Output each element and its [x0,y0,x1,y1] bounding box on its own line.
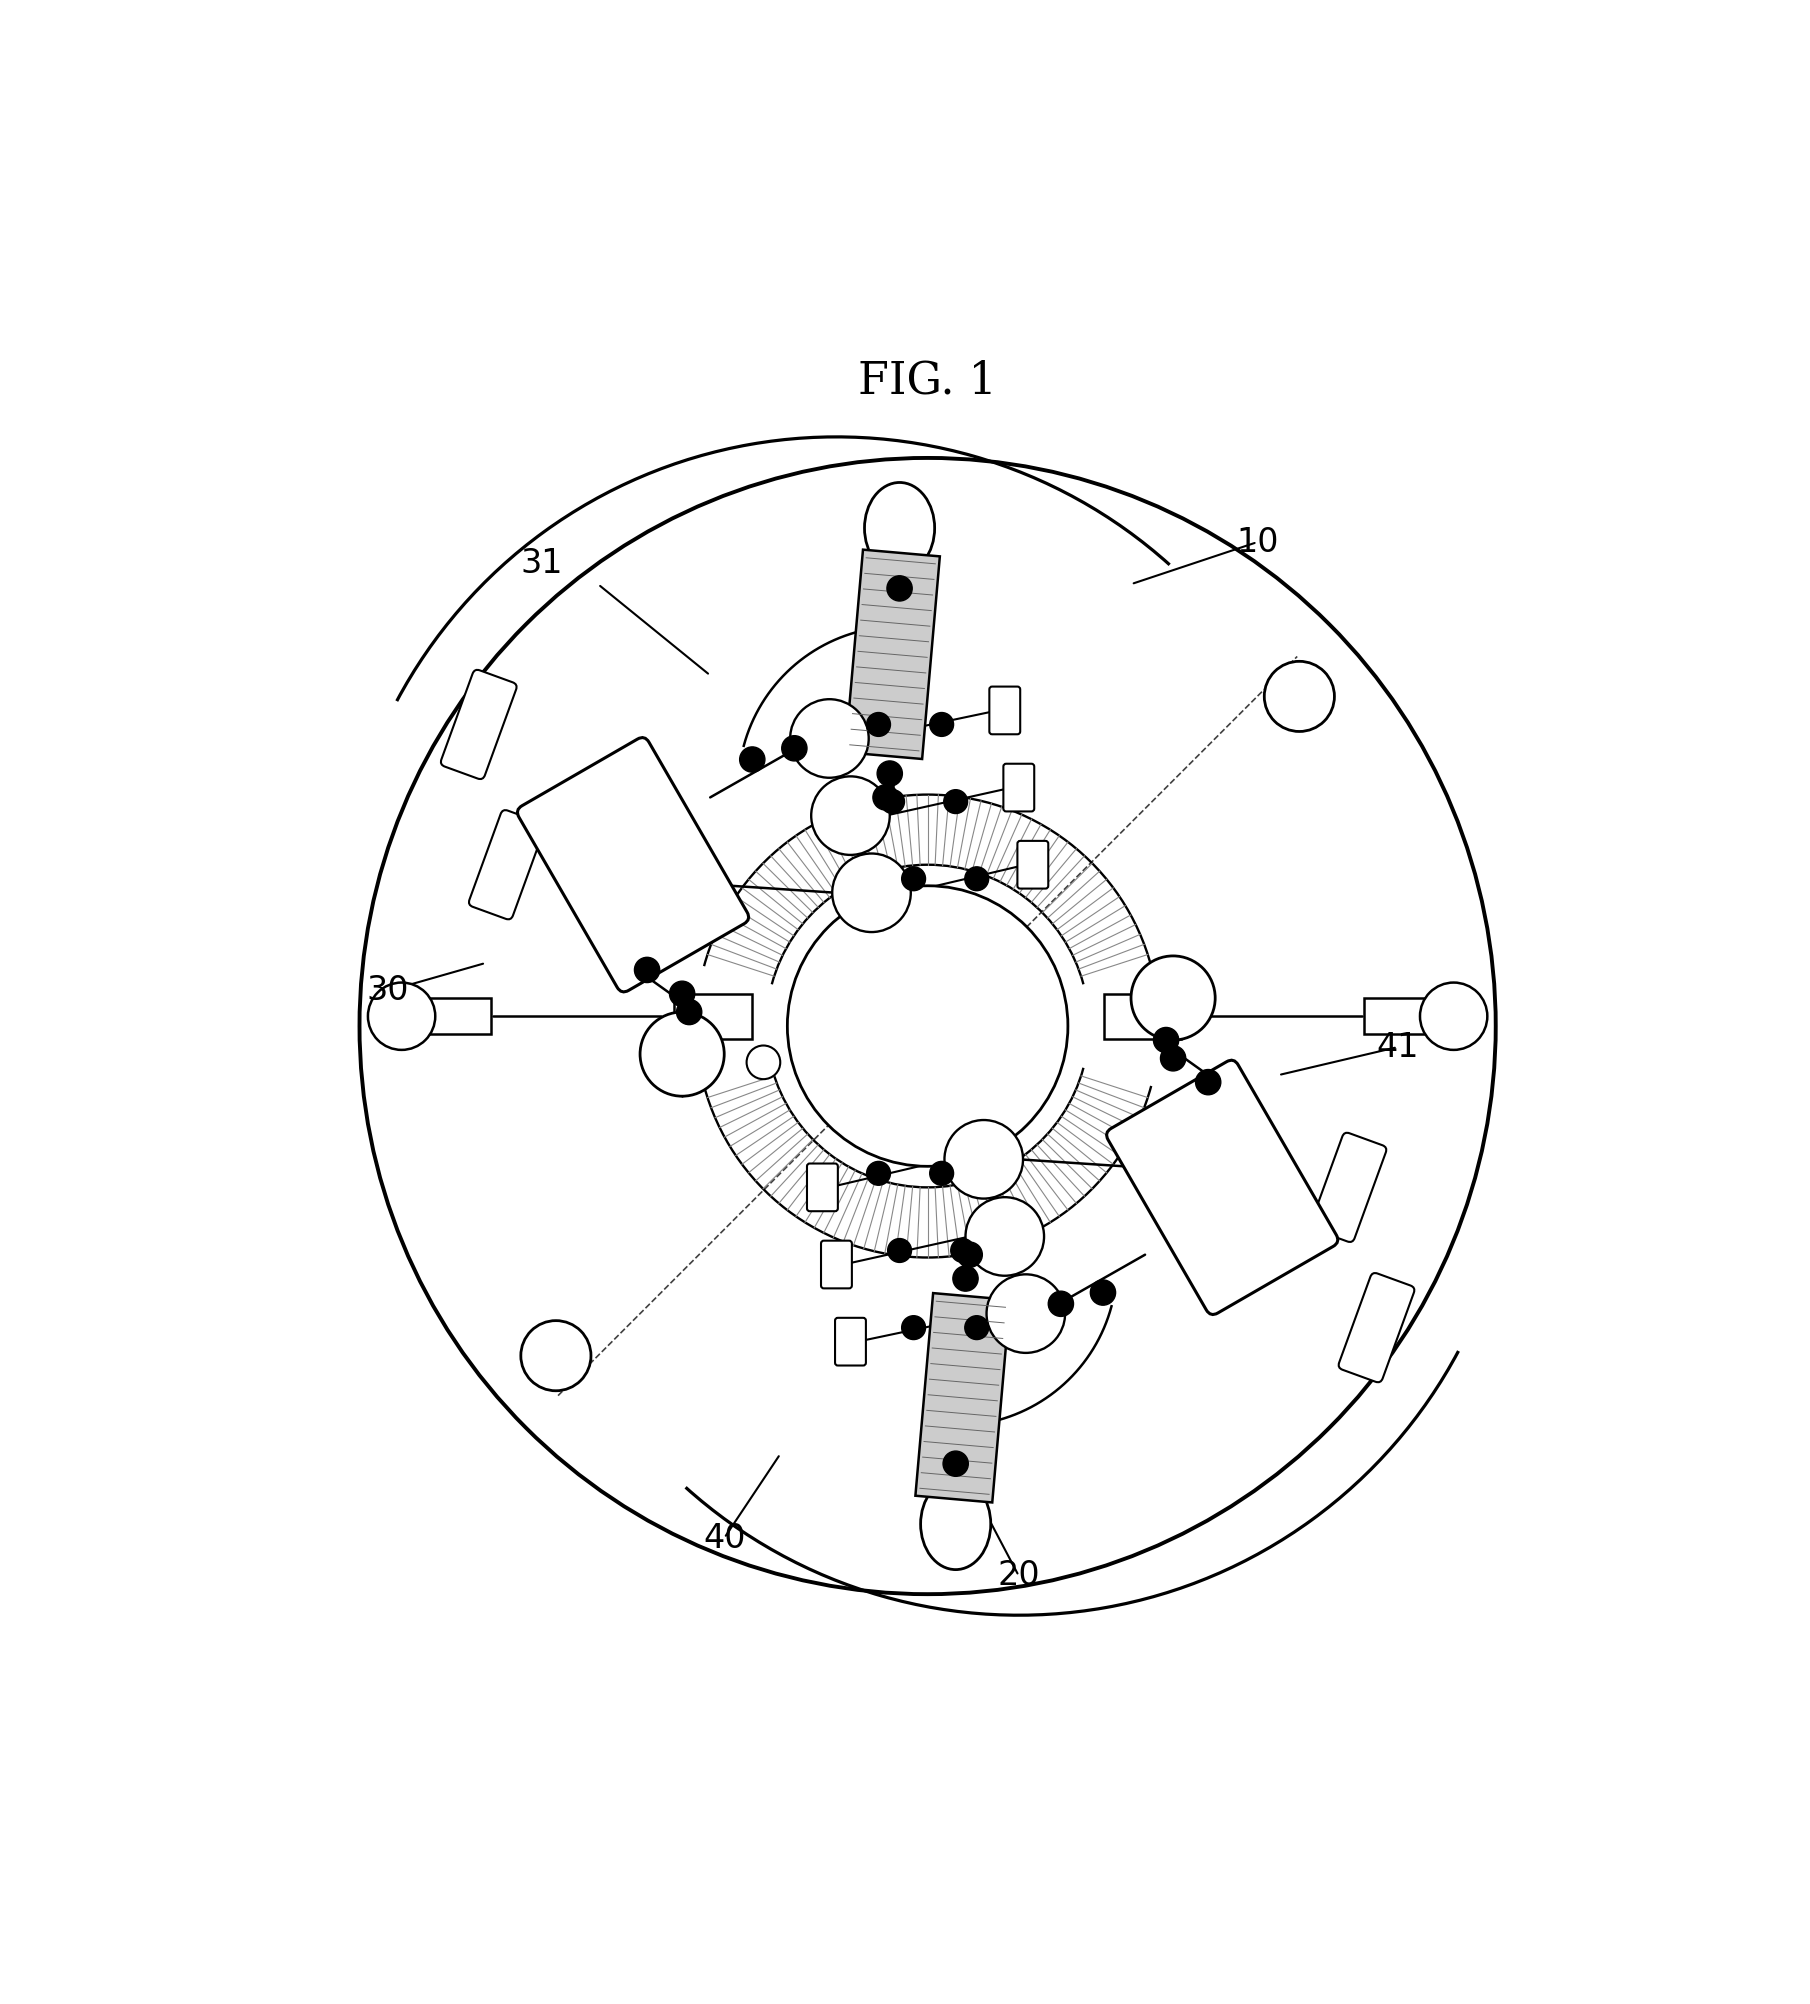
Circle shape [746,1046,780,1080]
Circle shape [986,1275,1064,1353]
FancyBboxPatch shape [1310,1132,1386,1242]
Circle shape [881,790,905,814]
Circle shape [930,713,954,735]
Circle shape [943,790,968,814]
Circle shape [965,868,988,890]
Circle shape [878,762,903,786]
Circle shape [367,982,434,1050]
FancyBboxPatch shape [1339,1273,1414,1383]
FancyBboxPatch shape [518,737,749,992]
FancyBboxPatch shape [1003,764,1034,812]
Text: 20: 20 [997,1559,1041,1593]
Circle shape [1090,1281,1115,1305]
Circle shape [1160,1046,1186,1070]
Circle shape [1421,982,1488,1050]
Circle shape [957,1242,983,1267]
Circle shape [811,776,891,856]
FancyBboxPatch shape [822,1240,853,1289]
Circle shape [782,735,807,762]
FancyBboxPatch shape [1106,1060,1338,1315]
Circle shape [887,575,912,601]
Circle shape [677,1000,702,1024]
Circle shape [787,886,1068,1166]
Circle shape [943,1451,968,1477]
FancyBboxPatch shape [834,1319,865,1365]
Circle shape [670,982,695,1006]
Circle shape [901,1317,925,1339]
FancyBboxPatch shape [469,810,545,920]
Circle shape [1131,956,1215,1040]
FancyBboxPatch shape [1017,842,1048,888]
Text: FIG. 1: FIG. 1 [858,361,997,403]
Circle shape [740,747,766,772]
FancyBboxPatch shape [807,1164,838,1210]
Circle shape [867,1162,891,1184]
Text: 30: 30 [366,974,409,1008]
Circle shape [952,1267,977,1291]
Circle shape [887,1238,912,1263]
Ellipse shape [865,483,934,573]
Circle shape [901,868,925,890]
Circle shape [867,713,891,735]
Circle shape [1048,1291,1073,1317]
Circle shape [521,1321,590,1391]
Circle shape [872,786,898,810]
Circle shape [833,854,910,932]
Text: 41: 41 [1376,1030,1419,1064]
Circle shape [965,1196,1044,1277]
Circle shape [635,958,659,982]
Text: 40: 40 [702,1521,746,1555]
Circle shape [945,1120,1023,1198]
Polygon shape [1104,994,1180,1038]
Polygon shape [1365,998,1432,1034]
Circle shape [1153,1028,1178,1052]
Polygon shape [916,1293,1010,1503]
Circle shape [965,1317,988,1339]
Circle shape [950,1238,974,1263]
Polygon shape [424,998,491,1034]
Circle shape [641,1012,724,1096]
Text: 10: 10 [1236,525,1278,559]
Circle shape [791,699,869,778]
Text: 31: 31 [521,547,563,579]
Ellipse shape [921,1479,990,1569]
Polygon shape [845,549,939,760]
Polygon shape [675,994,751,1038]
Circle shape [1265,661,1334,731]
Circle shape [930,1162,954,1184]
FancyBboxPatch shape [442,669,516,780]
FancyBboxPatch shape [990,687,1021,733]
Circle shape [1196,1070,1220,1094]
